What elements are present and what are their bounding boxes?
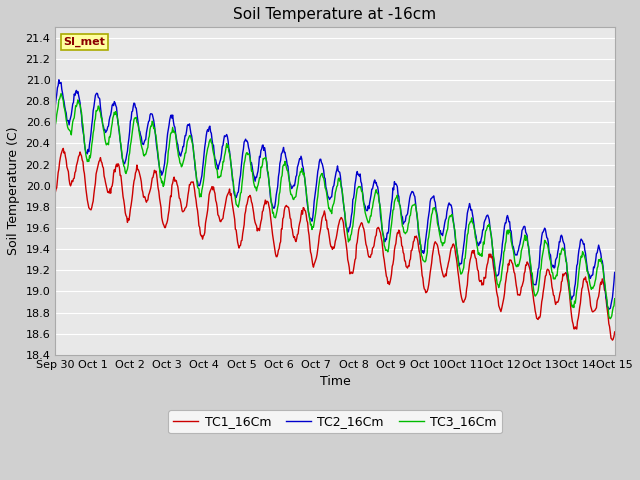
TC1_16Cm (60, 145, 67, 151)
TC3_16Cm (394, 192, 401, 198)
TC2_16Cm (248, 164, 256, 169)
TC3_16Cm (425, 234, 433, 240)
TC1_16Cm (51, 190, 59, 196)
TC1_16Cm (118, 180, 125, 185)
TC1_16Cm (425, 282, 433, 288)
TC3_16Cm (51, 122, 59, 128)
Legend: TC1_16Cm, TC2_16Cm, TC3_16Cm: TC1_16Cm, TC2_16Cm, TC3_16Cm (168, 410, 502, 433)
Y-axis label: Soil Temperature (C): Soil Temperature (C) (7, 127, 20, 255)
TC3_16Cm (248, 168, 256, 173)
TC3_16Cm (57, 91, 65, 96)
TC1_16Cm (221, 206, 228, 212)
Title: Soil Temperature at -16cm: Soil Temperature at -16cm (234, 7, 436, 22)
TC2_16Cm (118, 150, 125, 156)
TC2_16Cm (425, 212, 433, 218)
TC1_16Cm (394, 230, 401, 236)
TC2_16Cm (269, 205, 277, 211)
TC2_16Cm (221, 133, 228, 139)
Line: TC1_16Cm: TC1_16Cm (55, 148, 614, 340)
Line: TC2_16Cm: TC2_16Cm (55, 80, 614, 309)
TC1_16Cm (609, 337, 616, 343)
Line: TC3_16Cm: TC3_16Cm (55, 94, 614, 319)
TC3_16Cm (607, 316, 614, 322)
TC3_16Cm (221, 153, 228, 159)
TC1_16Cm (269, 237, 277, 242)
X-axis label: Time: Time (319, 375, 350, 388)
TC2_16Cm (55, 77, 63, 83)
TC2_16Cm (394, 184, 401, 190)
TC3_16Cm (269, 209, 277, 215)
TC1_16Cm (248, 201, 256, 206)
TC1_16Cm (611, 329, 618, 335)
TC2_16Cm (51, 103, 59, 109)
TC2_16Cm (611, 270, 618, 276)
TC3_16Cm (611, 296, 618, 301)
TC3_16Cm (118, 148, 125, 154)
TC2_16Cm (605, 306, 612, 312)
Text: SI_met: SI_met (63, 37, 106, 48)
